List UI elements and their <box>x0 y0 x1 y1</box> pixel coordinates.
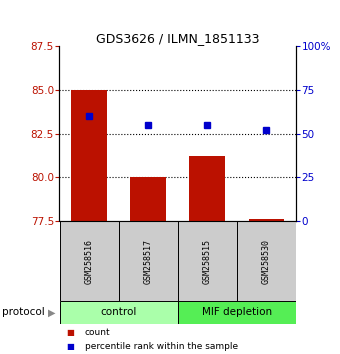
Bar <box>71 90 107 221</box>
Bar <box>119 221 177 301</box>
Text: ■: ■ <box>66 329 74 337</box>
Bar <box>59 221 119 301</box>
Bar <box>189 156 225 221</box>
Text: percentile rank within the sample: percentile rank within the sample <box>85 342 238 351</box>
Text: control: control <box>100 307 137 318</box>
Bar <box>59 301 177 324</box>
Text: ▶: ▶ <box>48 307 55 318</box>
Text: GSM258516: GSM258516 <box>85 239 94 284</box>
Bar <box>177 221 237 301</box>
Text: protocol: protocol <box>2 307 45 318</box>
Title: GDS3626 / ILMN_1851133: GDS3626 / ILMN_1851133 <box>96 32 259 45</box>
Text: count: count <box>85 329 110 337</box>
Text: GSM258530: GSM258530 <box>262 239 271 284</box>
Text: ■: ■ <box>66 342 74 351</box>
Bar <box>237 221 296 301</box>
Text: MIF depletion: MIF depletion <box>202 307 272 318</box>
Text: GSM258517: GSM258517 <box>143 239 153 284</box>
Text: GSM258515: GSM258515 <box>203 239 212 284</box>
Bar <box>177 301 296 324</box>
Bar <box>130 177 166 221</box>
Bar <box>249 219 284 221</box>
